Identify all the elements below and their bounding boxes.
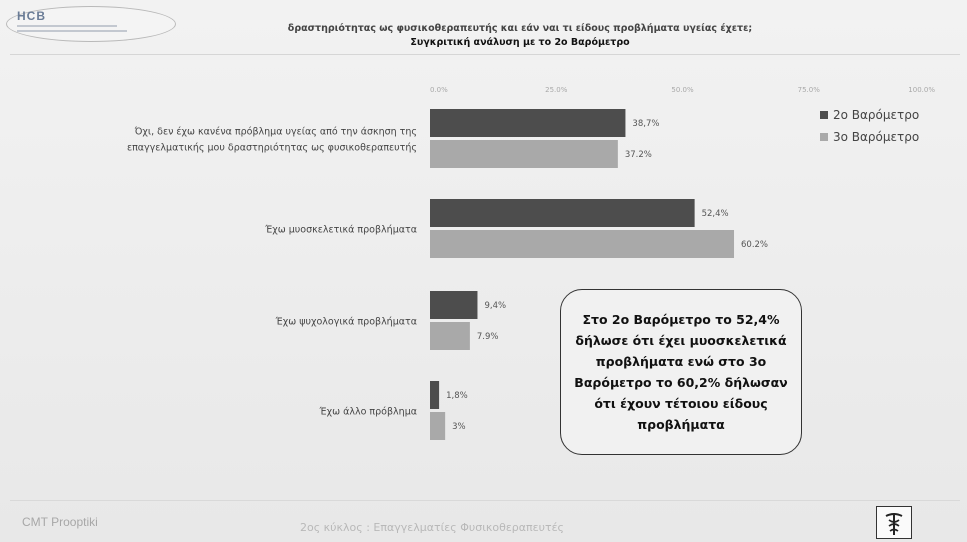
legend-item-series-2: 3ο Βαρόμετρο bbox=[820, 126, 919, 148]
bar-series-2 bbox=[430, 140, 618, 168]
x-tick-label: 100.0% bbox=[908, 86, 935, 94]
bar-series-1 bbox=[430, 291, 478, 319]
category-label: Έχω ψυχολογικά προβλήματα bbox=[275, 317, 417, 328]
footer-company: CMT Prooptiki bbox=[22, 515, 98, 529]
x-tick-label: 25.0% bbox=[545, 86, 568, 94]
bar-series-2 bbox=[430, 412, 446, 440]
data-label: 60.2% bbox=[741, 240, 768, 250]
data-label: 1,8% bbox=[446, 391, 468, 401]
legend-label: 3ο Βαρόμετρο bbox=[833, 130, 920, 144]
chart-title-line1: δραστηριότητας ως φυσικοθεραπευτής και ε… bbox=[287, 23, 753, 34]
bar-chart: 0.0% 25.0% 50.0% 75.0% 100.0% Όχι, δεν έχω κα… bbox=[127, 86, 935, 440]
caduceus-icon bbox=[876, 506, 912, 539]
legend-label: 2ο Βαρόμετρο bbox=[833, 108, 920, 122]
data-label: 3% bbox=[452, 422, 466, 432]
logo-line bbox=[17, 30, 127, 32]
logo-line bbox=[17, 25, 117, 27]
callout-box: Στο 2ο Βαρόμετρο το 52,4% δήλωσε ότι έχε… bbox=[560, 289, 802, 455]
data-label: 37.2% bbox=[625, 150, 652, 160]
data-label: 9,4% bbox=[484, 301, 506, 311]
data-label: 52,4% bbox=[702, 209, 729, 219]
bar-series-1 bbox=[430, 199, 695, 227]
legend-swatch bbox=[820, 111, 828, 119]
data-label: 7.9% bbox=[477, 332, 499, 342]
bar-series-1 bbox=[430, 109, 626, 137]
bar-series-2 bbox=[430, 322, 470, 350]
x-tick-label: 75.0% bbox=[798, 86, 821, 94]
header-divider bbox=[10, 54, 960, 55]
callout-text: Στο 2ο Βαρόμετρο το 52,4% δήλωσε ότι έχε… bbox=[574, 312, 788, 432]
x-tick-label: 50.0% bbox=[671, 86, 694, 94]
data-label: 38,7% bbox=[632, 119, 659, 129]
category-label: Όχι, δεν έχω κανένα πρόβλημα υγείας από … bbox=[134, 127, 417, 138]
footer-caption: 2ος κύκλος : Επαγγελματίες Φυσικοθεραπευ… bbox=[300, 521, 564, 534]
category-label: επαγγελματικής μου δραστηριότητας ως φυσ… bbox=[127, 143, 417, 154]
chart-legend: 2ο Βαρόμετρο 3ο Βαρόμετρο bbox=[820, 104, 919, 148]
chart-title-line2: Συγκριτική ανάλυση με το 2ο Βαρόμετρο bbox=[410, 37, 630, 48]
legend-item-series-1: 2ο Βαρόμετρο bbox=[820, 104, 919, 126]
footer-divider bbox=[10, 500, 960, 501]
x-tick-label: 0.0% bbox=[430, 86, 448, 94]
company-logo: HCB bbox=[6, 6, 176, 42]
bar-series-1 bbox=[430, 381, 440, 409]
category-label: Έχω άλλο πρόβλημα bbox=[319, 407, 417, 418]
bar-series-2 bbox=[430, 230, 735, 258]
logo-text: HCB bbox=[17, 9, 46, 23]
legend-swatch bbox=[820, 133, 828, 141]
category-label: Έχω μυοσκελετικά προβλήματα bbox=[264, 225, 417, 236]
